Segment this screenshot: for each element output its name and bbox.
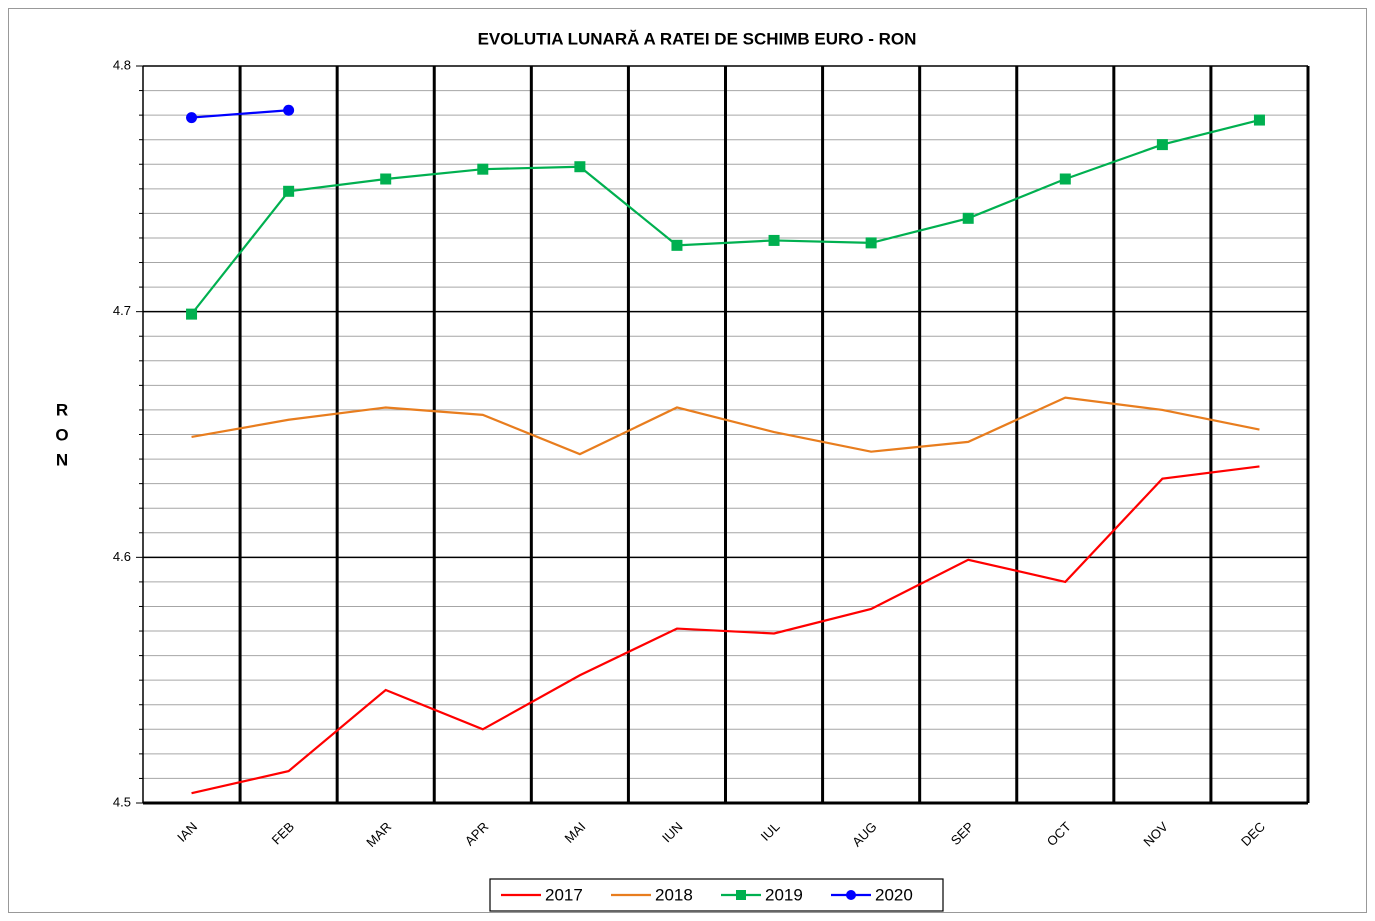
series-line <box>191 109 289 119</box>
legend-marker <box>846 890 856 900</box>
data-point <box>671 239 683 251</box>
legend-label: 2020 <box>875 885 913 904</box>
y-tick-label: 4.8 <box>113 57 131 72</box>
data-point <box>283 104 295 116</box>
legend-label: 2019 <box>765 885 803 904</box>
data-point <box>477 163 489 175</box>
data-point <box>1253 114 1265 126</box>
data-point <box>186 308 198 320</box>
legend-marker <box>736 890 746 900</box>
data-point <box>283 185 295 197</box>
data-point <box>186 112 198 124</box>
legend: 2017 2018 2019 2020 <box>489 878 944 912</box>
series-line <box>190 118 1260 315</box>
series-line <box>191 465 1260 795</box>
data-point <box>1059 173 1071 185</box>
data-point <box>380 173 392 185</box>
chart-border <box>8 8 1367 913</box>
y-tick-label: 4.6 <box>113 549 131 564</box>
y-axis-label: RON <box>53 401 72 476</box>
data-point <box>865 237 877 249</box>
data-point <box>1156 139 1168 151</box>
legend-label: 2018 <box>655 885 693 904</box>
y-tick-label: 4.7 <box>113 303 131 318</box>
series-line <box>191 396 1260 456</box>
data-point <box>962 212 974 224</box>
y-tick-label: 4.5 <box>113 794 131 809</box>
data-point <box>574 161 586 173</box>
legend-label: 2017 <box>545 885 583 904</box>
data-point <box>768 234 780 246</box>
chart-title: EVOLUTIA LUNARĂ A RATEI DE SCHIMB EURO -… <box>478 29 917 48</box>
